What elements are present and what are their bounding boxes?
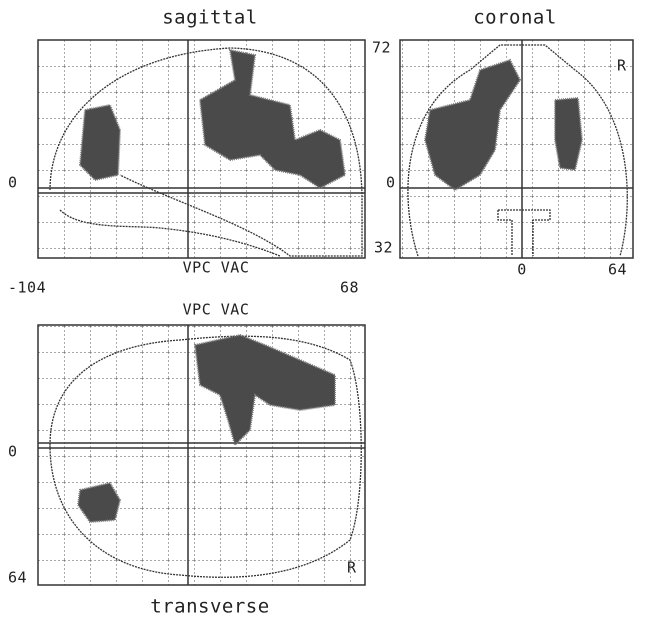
axis-label: 0 [8,174,18,192]
brain-outline [497,209,551,256]
panel-title: sagittal [162,7,258,29]
brain-outline [407,44,628,257]
crosshair [38,325,365,585]
side-label: R [617,57,627,75]
panel-title: coronal [473,7,557,29]
axis-label: 64 [8,569,27,587]
label: VPC VAC [183,259,250,277]
axis-label: -104 [8,279,46,297]
label: VPC VAC [183,301,250,319]
axis-label: 0 [517,261,527,279]
panel-title: transverse [150,596,269,618]
activation [554,96,584,172]
axis-label: 64 [608,261,627,279]
axis-label: 72 [372,39,391,57]
axis-label: 0 [8,443,18,461]
brain-outline [49,47,363,257]
crosshair [400,40,633,258]
axis-label: 32 [374,239,393,257]
activation [76,481,122,524]
crosshair [38,40,365,258]
activation [78,103,122,182]
activation [423,58,522,192]
activation [198,48,347,190]
axis-label: 68 [340,279,359,297]
activation [193,333,336,447]
brain-outline [49,335,362,578]
axis-label: 0 [386,174,396,192]
side-label: R [347,559,357,577]
